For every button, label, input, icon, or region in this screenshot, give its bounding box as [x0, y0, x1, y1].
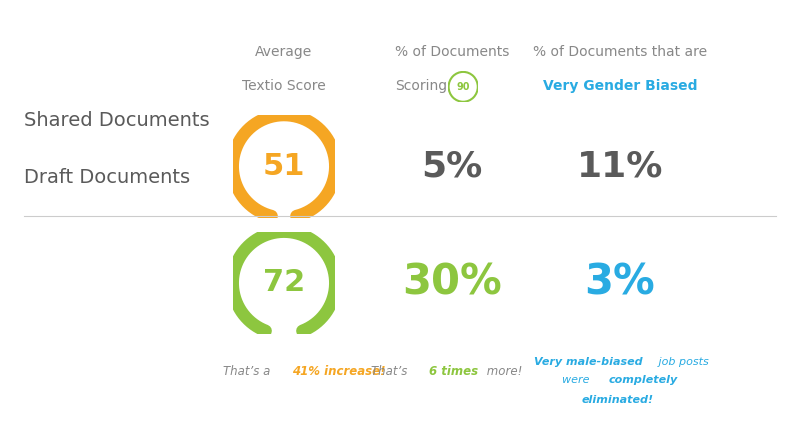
Text: were: were	[562, 375, 594, 385]
Text: 41% increase!: 41% increase!	[292, 365, 385, 378]
Text: Scoring: Scoring	[395, 79, 448, 93]
Text: eliminated!: eliminated!	[582, 394, 654, 404]
Text: That’s a: That’s a	[222, 365, 274, 378]
Text: job posts: job posts	[654, 357, 708, 367]
Text: 51: 51	[262, 152, 306, 181]
Text: Textio Score: Textio Score	[242, 79, 326, 93]
Text: more!: more!	[482, 365, 522, 378]
Text: % of Documents that are: % of Documents that are	[533, 45, 707, 59]
Text: Draft Documents: Draft Documents	[24, 168, 190, 187]
Text: 5%: 5%	[422, 149, 482, 183]
Circle shape	[449, 72, 478, 102]
Text: 3%: 3%	[585, 262, 655, 304]
Text: 6 times: 6 times	[429, 365, 478, 378]
Text: completely: completely	[609, 375, 678, 385]
Text: % of Documents: % of Documents	[395, 45, 509, 59]
Text: 30%: 30%	[402, 262, 502, 304]
Text: 11%: 11%	[577, 149, 663, 183]
Text: Very Gender Biased: Very Gender Biased	[542, 79, 698, 93]
Text: Shared Documents: Shared Documents	[24, 111, 210, 130]
Text: That’s: That’s	[371, 365, 411, 378]
Text: 90: 90	[457, 82, 470, 92]
Text: Very male-biased: Very male-biased	[534, 357, 642, 367]
Text: 72: 72	[263, 268, 305, 298]
Text: Average: Average	[255, 45, 313, 59]
